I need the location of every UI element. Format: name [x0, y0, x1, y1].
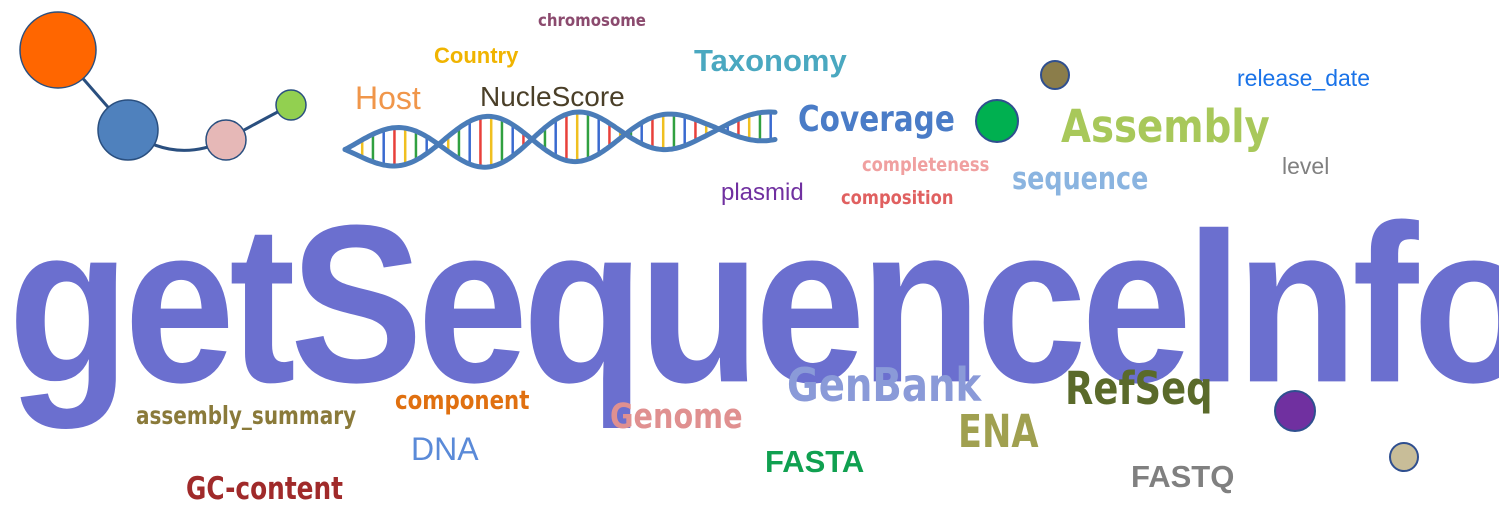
- word-host: Host: [355, 80, 421, 116]
- word-coverage: Coverage: [798, 99, 955, 140]
- word-chromosome: chromosome: [538, 11, 646, 31]
- word-release-date: release_date: [1237, 65, 1370, 91]
- word-genome: Genome: [610, 397, 743, 437]
- word-assembly-summary: assembly_summary: [136, 401, 357, 430]
- molecule-atom: [275, 89, 307, 121]
- word-fasta: FASTA: [765, 444, 865, 479]
- word-plasmid: plasmid: [721, 179, 804, 206]
- word-dna: DNA: [411, 431, 479, 467]
- purple-dot: [1274, 390, 1316, 432]
- word-genbank: GenBank: [787, 358, 982, 412]
- word-gc-content: GC-content: [186, 471, 343, 507]
- word-taxonomy: Taxonomy: [694, 43, 847, 78]
- olive-dot: [1040, 60, 1070, 90]
- molecule-atom: [97, 99, 159, 161]
- helix-strand: [342, 111, 778, 169]
- word-assembly: Assembly: [1061, 100, 1270, 153]
- word-level: level: [1282, 153, 1330, 179]
- word-refseq: RefSeq: [1065, 362, 1213, 415]
- word-country: Country: [434, 43, 519, 68]
- molecule-atom: [205, 119, 247, 161]
- word-nuclescore: NucleScore: [480, 81, 625, 112]
- green-dot: [975, 99, 1019, 143]
- word-sequence: sequence: [1012, 161, 1149, 197]
- helix-strand: [342, 109, 778, 170]
- page-title: getSequenceInfo: [8, 177, 1499, 430]
- tan-dot: [1389, 442, 1419, 472]
- dna-helix-icon: [342, 109, 778, 170]
- word-component: component: [395, 386, 530, 416]
- molecule-atom: [19, 11, 97, 89]
- word-composition: composition: [841, 187, 954, 209]
- molecule-icon: [19, 11, 307, 161]
- word-completeness: completeness: [862, 154, 990, 176]
- word-fastq: FASTQ: [1131, 459, 1235, 494]
- word-ena: ENA: [958, 405, 1039, 458]
